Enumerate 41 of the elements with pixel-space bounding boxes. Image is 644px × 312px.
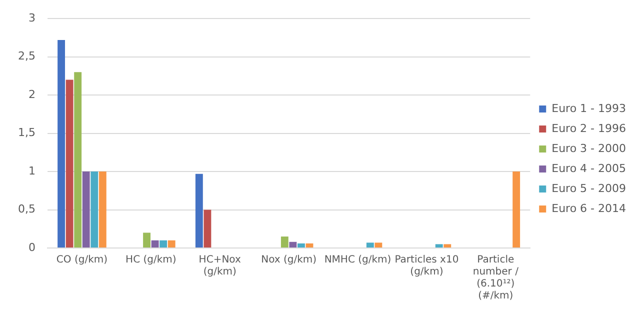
legend-label: Euro 6 - 2014 [552,202,626,215]
y-tick-label: 2,5 [18,50,36,63]
legend-label: Euro 2 - 1996 [552,122,626,135]
legend-label: Euro 4 - 2005 [552,162,626,175]
bar [444,244,452,248]
bar [74,72,82,248]
x-tick-label: NMHC (g/km) [324,254,392,266]
bar [195,174,203,248]
bar [204,210,212,248]
y-tick-label: 3 [28,11,36,24]
x-tick-label: HC (g/km) [126,254,176,266]
bar [160,240,168,248]
bar [58,40,66,248]
bar [98,172,106,248]
y-tick-label: 2 [28,88,36,101]
bar [168,240,176,248]
bar [280,236,288,248]
bar [366,242,374,248]
bar [297,243,305,248]
x-tick-label: Particles x10 (g/km) [394,254,459,278]
bar [66,80,74,248]
bar [82,172,90,248]
bar [90,172,98,248]
bar [374,242,382,248]
legend-label: Euro 1 - 1993 [552,102,626,115]
x-tick-label: Nox (g/km) [261,254,317,266]
bar [512,172,520,248]
legend-label: Euro 3 - 2000 [552,142,626,155]
y-tick-label: 0,5 [18,202,36,216]
bar [151,240,159,248]
x-tick-label: Particle number / (6.10¹²) (#/km) [472,254,520,302]
y-tick-label: 0 [28,240,36,254]
x-tick-label: CO (g/km) [56,254,108,266]
y-tick-label: 1 [28,164,36,178]
y-tick-label: 1,5 [18,126,36,140]
bar [435,244,443,248]
bar [289,242,297,248]
legend-label: Euro 5 - 2009 [552,182,626,195]
bar [306,243,314,248]
bar [143,232,150,248]
x-tick-label: HC+Nox (g/km) [198,254,241,278]
